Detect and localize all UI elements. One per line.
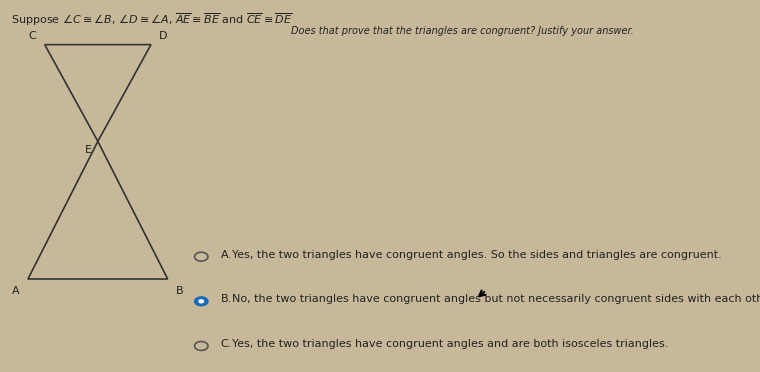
Text: B: B (176, 286, 184, 296)
Text: E: E (85, 145, 92, 155)
Text: Yes, the two triangles have congruent angles. So the sides and triangles are con: Yes, the two triangles have congruent an… (232, 250, 722, 260)
Text: C.: C. (221, 339, 233, 349)
Text: Suppose $\angle C \cong \angle B$, $\angle D \cong \angle A$, $\overline{AE} \co: Suppose $\angle C \cong \angle B$, $\ang… (11, 11, 293, 28)
Circle shape (199, 300, 204, 303)
Text: C: C (29, 31, 36, 41)
Text: A: A (12, 286, 20, 296)
Text: No, the two triangles have congruent angles but not necessarily congruent sides : No, the two triangles have congruent ang… (232, 295, 760, 304)
Circle shape (195, 297, 208, 306)
Text: Yes, the two triangles have congruent angles and are both isosceles triangles.: Yes, the two triangles have congruent an… (232, 339, 668, 349)
Text: Does that prove that the triangles are congruent? Justify your answer.: Does that prove that the triangles are c… (291, 26, 634, 36)
Text: B.: B. (221, 295, 232, 304)
Text: A.: A. (221, 250, 232, 260)
Text: D: D (160, 31, 168, 41)
